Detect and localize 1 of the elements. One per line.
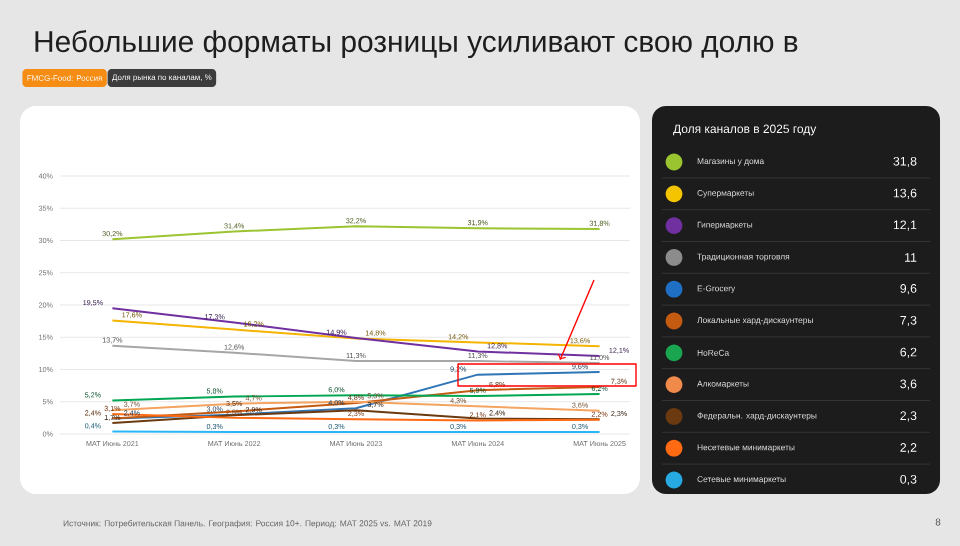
chart-title: Небольшие форматы розницы усиливают свою долю в [35, 29, 798, 59]
